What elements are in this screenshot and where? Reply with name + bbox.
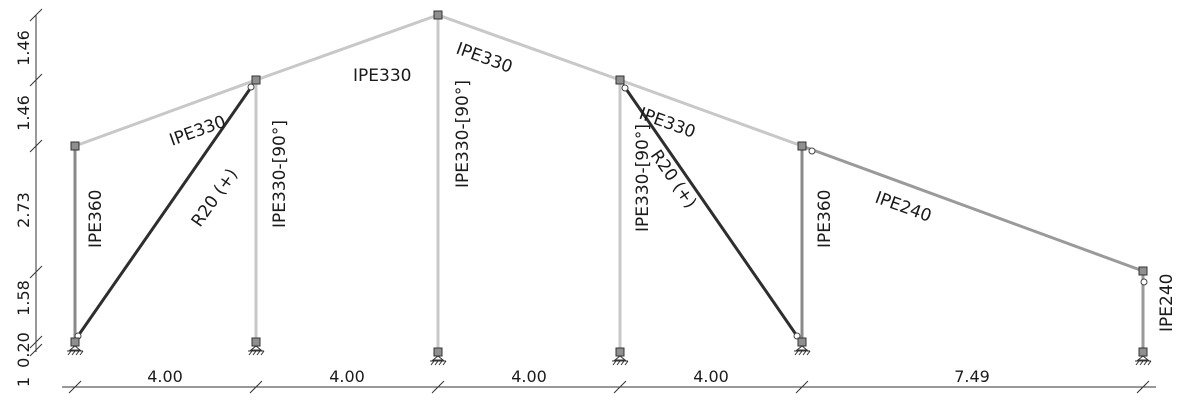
rafters [73,13,804,148]
support-pin-icon [248,345,265,356]
label-rafter-left-lower: IPE330 [167,112,229,151]
label-rafter-end: IPE240 [872,188,934,227]
brace-right [622,84,799,338]
horizontal-dim-tick [68,380,82,394]
horizontal-dim-tick [1136,380,1150,394]
horizontal-dim-label: 4.00 [329,367,365,386]
rafter-right-lower [618,78,804,148]
hinges [74,83,1148,340]
rafter-left-lower [73,78,258,148]
node-square [1138,266,1148,276]
vertical-dim-tick [29,265,43,279]
vertical-dim-tick [29,343,43,357]
label-column-6: IPE240 [1157,274,1177,332]
support-pin-icon [794,345,811,356]
horizontal-dim-label: 7.49 [954,367,990,386]
node-square [433,347,443,357]
vertical-dim-label: 2.73 [14,192,33,228]
node-square [797,337,807,347]
label-column-1: IPE360 [86,190,106,248]
vertical-dim-label: 1.58 [14,280,33,316]
brace-left [76,84,254,338]
horizontal-dim-label: 4.00 [511,367,547,386]
braces [76,84,799,338]
vertical-dim-tick [29,73,43,87]
node-square [797,141,807,151]
columns [73,13,1145,354]
vertical-dim-tick [29,335,43,349]
label-column-4: IPE330-[90°] [633,124,653,232]
node-square [433,10,443,20]
supports [67,345,1152,366]
label-column-5: IPE360 [815,190,835,248]
node-square [615,75,625,85]
node-square [251,75,261,85]
vertical-dimension-chain [29,8,43,357]
rafter-left-upper [254,13,440,82]
label-rafter-right-upper: IPE330 [453,39,515,78]
node-square [70,141,80,151]
vertical-dim-label: 1.46 [14,30,33,66]
node-square [615,347,625,357]
hinge-circle [247,83,255,91]
vertical-dim-label: 0.20 [14,332,33,368]
vertical-dim-labels: 1.46 1.46 2.73 1.58 0.20 1 [14,30,33,387]
hinge-circle [621,84,629,92]
horizontal-dim-label: 4.00 [693,367,729,386]
horizontal-dim-labels: 4.00 4.00 4.00 4.00 7.49 [147,367,990,386]
node-square [251,337,261,347]
support-pin-icon [612,355,629,366]
support-pin-icon [1135,355,1152,366]
rafter-right-upper [436,13,622,82]
label-brace-left: R20 (+) [188,165,242,231]
support-pin-icon [67,345,84,356]
hinge-circle [808,147,816,155]
label-rafter-left-upper: IPE330 [353,66,411,86]
hinge-circle [1140,278,1148,286]
horizontal-dimension-chain [62,380,1156,394]
vertical-dim-label: 1 [14,377,33,387]
vertical-dim-tick [29,8,43,22]
label-column-3: IPE330-[90°] [453,80,473,188]
label-column-2: IPE330-[90°] [270,120,290,228]
vertical-dim-tick [29,139,43,153]
vertical-dim-label: 1.46 [14,95,33,131]
horizontal-dim-tick [249,380,263,394]
horizontal-dim-tick [431,380,445,394]
horizontal-dim-label: 4.00 [147,367,183,386]
rafter-end-ipe240 [800,144,1145,273]
support-pin-icon [430,355,447,366]
horizontal-dim-tick [613,380,627,394]
node-square [1138,347,1148,357]
horizontal-dim-tick [795,380,809,394]
node-square [70,337,80,347]
